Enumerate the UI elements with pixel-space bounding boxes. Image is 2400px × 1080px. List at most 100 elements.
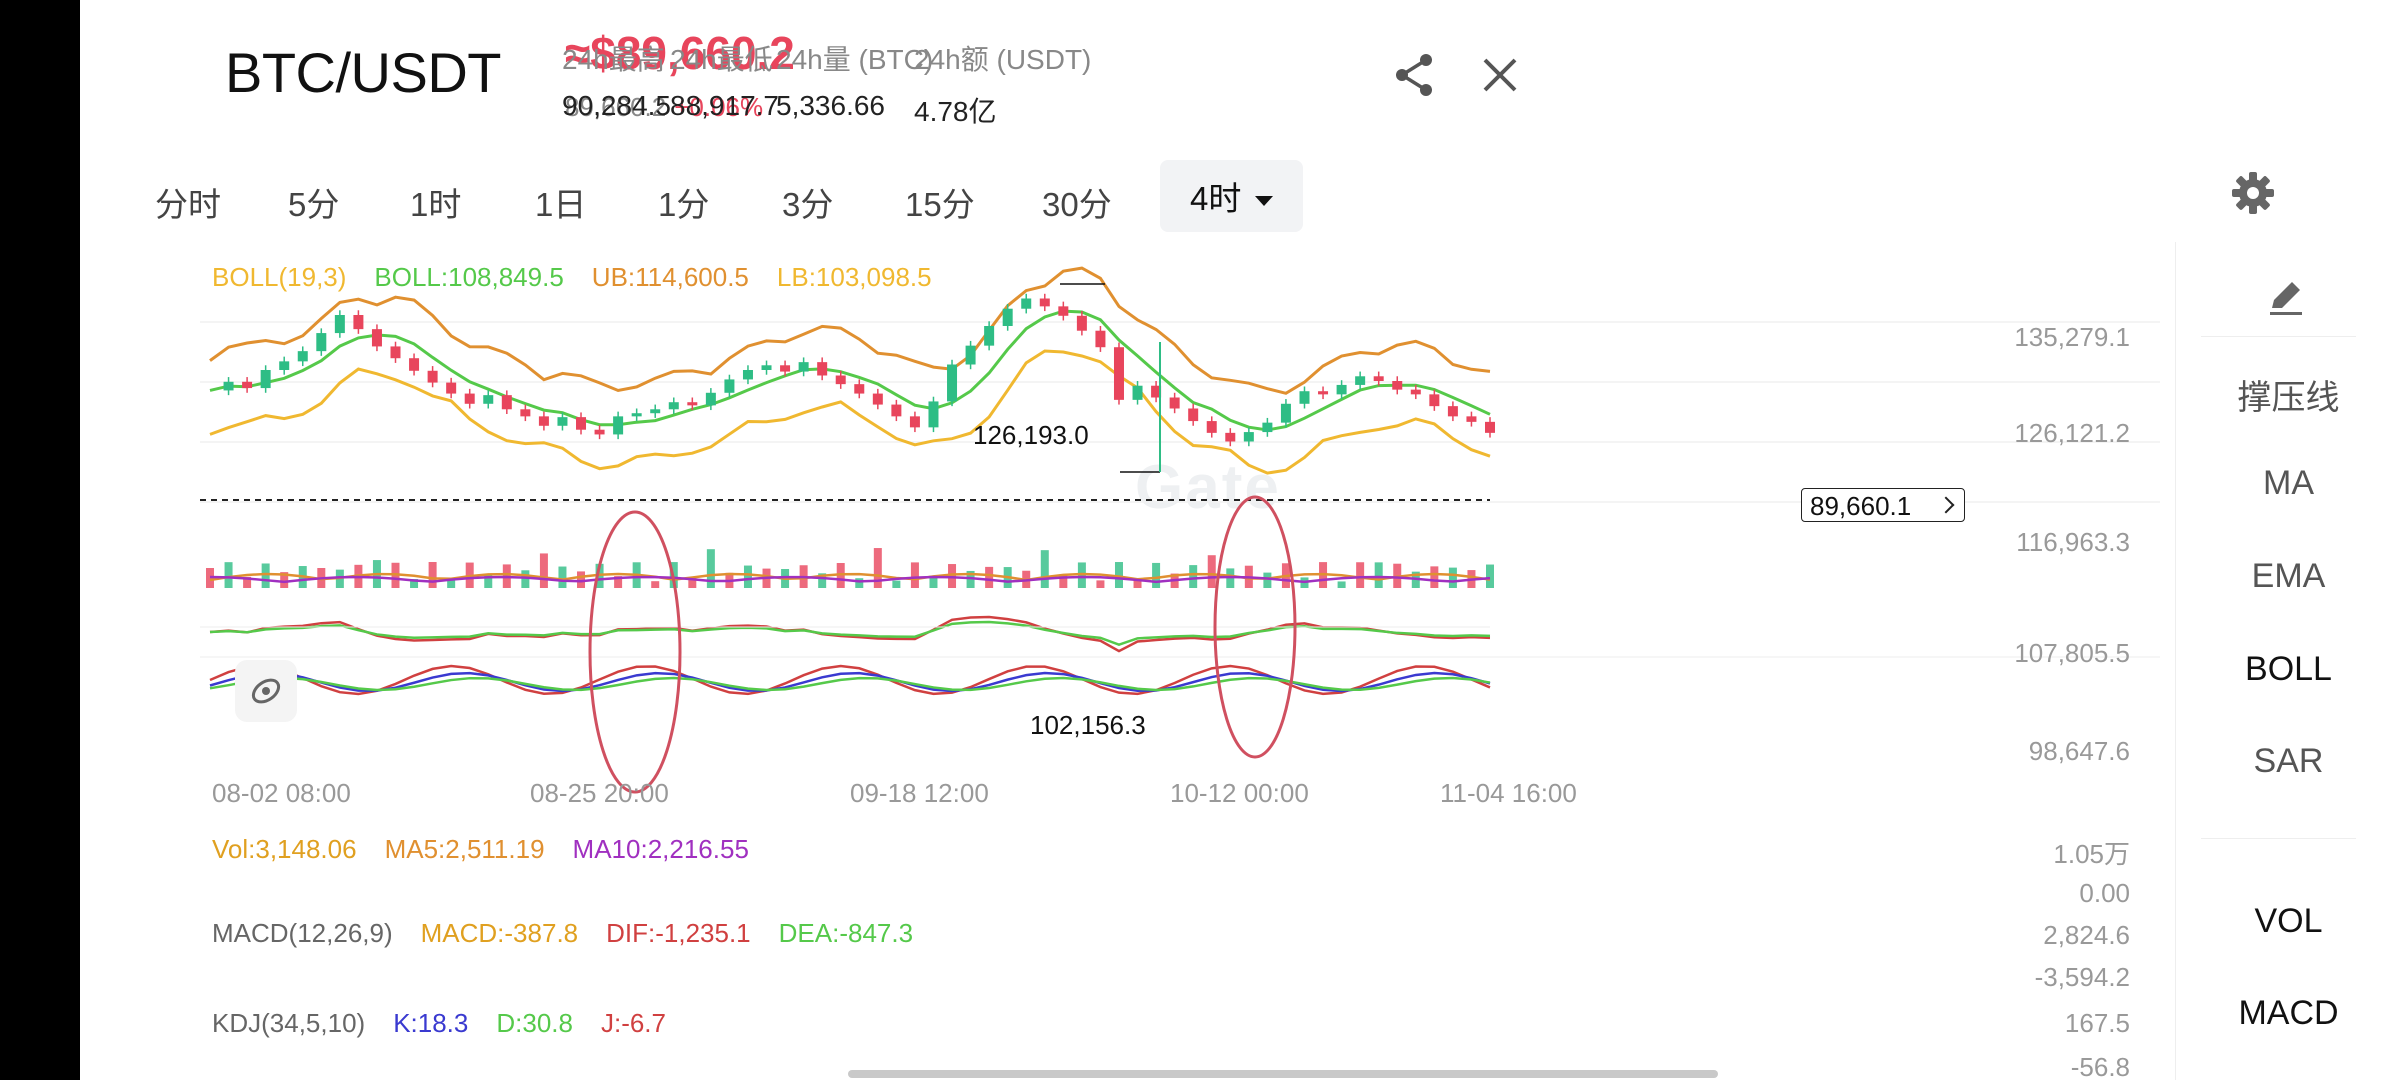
candle-body	[835, 375, 846, 385]
last-price-tag[interactable]: 89,660.1	[1801, 488, 1965, 522]
side-tool-vol[interactable]: VOL	[2254, 902, 2323, 940]
candle-body	[520, 409, 531, 417]
candle-body	[724, 379, 735, 393]
candle-body	[1466, 416, 1477, 422]
candle-body	[1392, 381, 1403, 390]
interval-tabs: 分时 5分 1时 1日 1分 3分 15分 30分 4时	[80, 158, 2400, 238]
candle-body	[1058, 306, 1069, 316]
candle-body	[1485, 421, 1495, 433]
vol-ma10: MA10:2,216.55	[572, 834, 749, 864]
tab-3m[interactable]: 3分	[782, 186, 834, 223]
macd-dea-line	[209, 620, 1491, 647]
candle-body	[1336, 384, 1347, 395]
candle-body	[909, 416, 920, 428]
candle-body	[446, 382, 457, 394]
boll-legend: BOLL(19,3) BOLL:108,849.5 UB:114,600.5 LB:1…	[212, 262, 960, 293]
volume-bar	[558, 566, 567, 588]
macd-name: MACD(12,26,9)	[212, 918, 393, 948]
side-tool-macd[interactable]: MACD	[2238, 994, 2339, 1032]
boll-lb: LB:103,098.5	[776, 262, 932, 292]
volume-bar	[892, 580, 901, 588]
candle-body	[1132, 385, 1143, 400]
candle-body	[1113, 347, 1124, 400]
volume-bar	[985, 566, 994, 588]
kdj-name: KDJ(34,5,10)	[212, 1008, 366, 1038]
kdj-d-line	[209, 676, 1491, 692]
last-price-value: 89,660.1	[1810, 491, 1912, 521]
candle-body	[464, 393, 475, 404]
volume-bar	[280, 572, 289, 588]
tab-5m[interactable]: 5分	[288, 186, 340, 223]
candle-body	[1447, 406, 1458, 417]
kdj-j: J:-6.7	[600, 1008, 666, 1038]
divider	[2201, 838, 2356, 839]
stat-24h-turnover: 24h额 (USDT) 4.78亿	[914, 38, 1091, 130]
candle-body	[334, 315, 345, 334]
volume-bar	[1207, 555, 1216, 588]
y-tick: 126,121.2	[2014, 418, 2130, 448]
candle-body	[538, 416, 549, 426]
stat-value: 5,336.66	[776, 90, 885, 121]
candle-body	[483, 395, 494, 404]
boll-middle-band	[209, 309, 1491, 432]
tab-1d[interactable]: 1日	[535, 186, 587, 223]
tab-30m[interactable]: 30分	[1042, 186, 1112, 223]
volume-bar	[243, 576, 252, 588]
volume-bar	[521, 570, 530, 588]
tab-timeshare[interactable]: 分时	[155, 186, 221, 223]
y-tick: 135,279.1	[2014, 322, 2130, 352]
volume-bar	[1059, 575, 1068, 588]
volume-bar	[1114, 562, 1123, 588]
tab-1h[interactable]: 1时	[410, 186, 462, 223]
stat-value: 88,917.7	[670, 90, 779, 121]
candle-body	[613, 416, 624, 435]
candle-body	[1373, 376, 1384, 381]
gear-icon[interactable]	[2230, 170, 2276, 216]
stat-24h-high: 24h最高 90,284.5	[562, 38, 671, 122]
candle-body	[353, 315, 364, 330]
tab-15m[interactable]: 15分	[905, 186, 975, 223]
caret-down-icon	[1255, 196, 1274, 207]
volume-bar	[743, 565, 752, 588]
kline-chart[interactable]: Gate	[200, 242, 2160, 1080]
side-tool-boll[interactable]: BOLL	[2245, 650, 2332, 688]
volume-bar	[910, 562, 919, 588]
x-tick: 10-12 00:00	[1170, 778, 1309, 808]
volume-bar	[836, 563, 845, 588]
side-tool-sar[interactable]: SAR	[2253, 742, 2324, 780]
x-tick: 08-02 08:00	[212, 778, 351, 808]
candle-body	[1021, 298, 1032, 309]
volume-bar	[539, 553, 548, 588]
volume-bar	[410, 579, 419, 588]
volume-bar	[614, 576, 623, 588]
share-icon[interactable]	[1390, 50, 1440, 100]
candle-body	[1076, 315, 1087, 331]
candle-body	[1039, 298, 1050, 307]
draw-tool-fab[interactable]	[235, 660, 297, 722]
macd-value: MACD:-387.8	[420, 918, 579, 948]
candle-body	[409, 358, 420, 371]
side-tool-support-resistance[interactable]: 撑压线	[2237, 379, 2340, 417]
volume-bar	[577, 571, 586, 588]
candle-body	[965, 345, 976, 365]
candle-body	[316, 333, 327, 352]
side-tool-ema[interactable]: EMA	[2251, 557, 2326, 595]
candle-body	[371, 329, 382, 347]
side-tool-ma[interactable]: MA	[2263, 464, 2314, 502]
tab-4h[interactable]: 4时	[1160, 160, 1304, 232]
pair-title[interactable]: BTC/USDT	[225, 41, 502, 104]
kdj-k-line	[209, 671, 1491, 693]
divider	[2201, 336, 2356, 337]
volume-bar	[1486, 564, 1494, 588]
volume-bar	[651, 581, 660, 588]
chart-canvas[interactable]	[200, 242, 2160, 1080]
close-icon[interactable]	[1475, 50, 1525, 100]
macd-dea: DEA:-847.3	[778, 918, 914, 948]
macd-y-tick: 2,824.6	[2043, 920, 2130, 950]
candle-body	[279, 361, 290, 370]
tab-1m[interactable]: 1分	[658, 186, 710, 223]
vol-y-tick: 0.00	[2079, 878, 2130, 908]
horizontal-scrollbar[interactable]	[848, 1070, 1718, 1078]
candle-body	[668, 402, 679, 410]
pencil-icon[interactable]	[2264, 274, 2308, 318]
